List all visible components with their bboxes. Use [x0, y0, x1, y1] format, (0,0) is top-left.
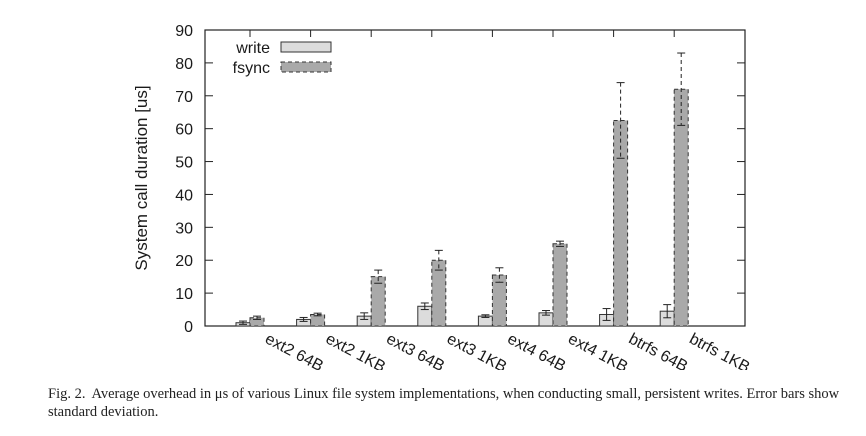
- x-tick-label: ext3 64B: [383, 331, 447, 370]
- y-axis: 0 10 20 30 40 50 60 70 80 90: [175, 23, 745, 336]
- fsync-bar: [370, 276, 386, 327]
- x-tick-label: ext2 1KB: [323, 331, 388, 370]
- y-axis-label: System call duration [us]: [132, 85, 151, 270]
- legend-label: write: [235, 40, 270, 57]
- legend-swatch: [280, 61, 332, 73]
- x-tick-label: ext4 1KB: [565, 331, 630, 370]
- fsync-bar: [613, 119, 629, 327]
- bars: [235, 52, 689, 327]
- legend: write fsync: [233, 40, 332, 77]
- caption-label: Fig. 2.: [48, 386, 86, 402]
- x-tick-label: ext2 64B: [262, 331, 326, 370]
- y-tick-label: 80: [175, 56, 193, 73]
- legend-label: fsync: [233, 60, 270, 77]
- x-tick-label: ext3 1KB: [444, 331, 509, 370]
- y-tick-label: 70: [175, 89, 193, 106]
- y-tick-label: 90: [175, 23, 193, 40]
- y-tick-label: 10: [175, 286, 193, 303]
- y-tick-label: 60: [175, 122, 193, 139]
- plot-frame: [204, 29, 746, 327]
- x-tick-label: ext4 64B: [505, 331, 569, 370]
- figure-caption: Fig. 2. Average overhead in μs of various…: [48, 385, 848, 421]
- x-tick-label: btrfs 1KB: [686, 331, 752, 370]
- legend-swatch: [280, 41, 332, 53]
- y-tick-label: 20: [175, 253, 193, 270]
- x-tick-label: btrfs 64B: [626, 331, 691, 370]
- y-tick-label: 40: [175, 187, 193, 204]
- y-tick-label: 50: [175, 155, 193, 172]
- caption-text: Average overhead in μs of various Linux …: [48, 386, 840, 420]
- fsync-bar: [552, 243, 568, 327]
- y-tick-label: 0: [184, 319, 193, 336]
- y-tick-label: 30: [175, 220, 193, 237]
